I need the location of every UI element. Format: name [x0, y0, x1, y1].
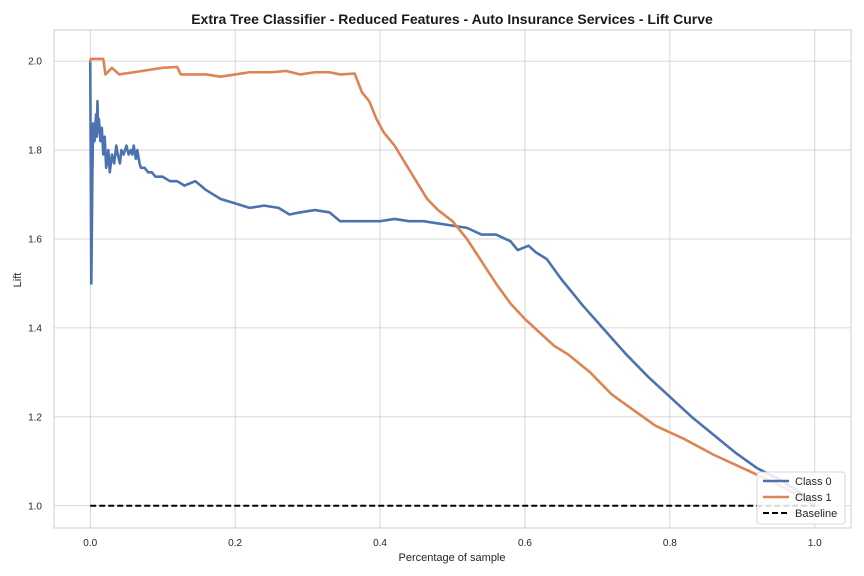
plot-frame: [53, 29, 852, 529]
y-tick-label: 1.4: [28, 323, 42, 334]
x-tick-labels: 0.0 0.2 0.4 0.6 0.8 1.0: [83, 538, 822, 549]
x-tick-label: 0.0: [83, 538, 97, 549]
y-tick-label: 1.2: [28, 412, 42, 423]
chart-title: Extra Tree Classifier - Reduced Features…: [191, 11, 713, 27]
x-tick-label: 0.4: [373, 538, 387, 549]
plot-area: 0.0 0.2 0.4 0.6 0.8 1.0 1.0 1.2 1.4 1.6 1.8 2.0: [28, 29, 852, 549]
series-line-class-1: [88, 57, 817, 508]
x-tick-label: 0.2: [228, 538, 242, 549]
y-tick-label: 1.6: [28, 234, 42, 245]
legend-label: Class 1: [795, 492, 832, 504]
y-tick-label: 1.8: [28, 146, 42, 157]
series-line-class-0: [88, 59, 817, 508]
y-tick-label: 1.0: [28, 501, 42, 512]
y-axis-label: Lift: [12, 273, 24, 288]
x-tick-label: 0.8: [663, 538, 677, 549]
legend: Class 0 Class 1 Baseline: [756, 471, 846, 525]
legend-box: [756, 471, 846, 525]
y-tick-label: 2.0: [28, 57, 42, 68]
legend-label: Class 0: [795, 476, 832, 488]
legend-label: Baseline: [795, 508, 837, 520]
grid: [54, 30, 851, 528]
x-tick-label: 1.0: [808, 538, 822, 549]
y-tick-labels: 1.0 1.2 1.4 1.6 1.8 2.0: [28, 57, 42, 513]
x-axis-label: Percentage of sample: [398, 552, 505, 564]
x-tick-label: 0.6: [518, 538, 532, 549]
series-layer: [88, 57, 817, 508]
